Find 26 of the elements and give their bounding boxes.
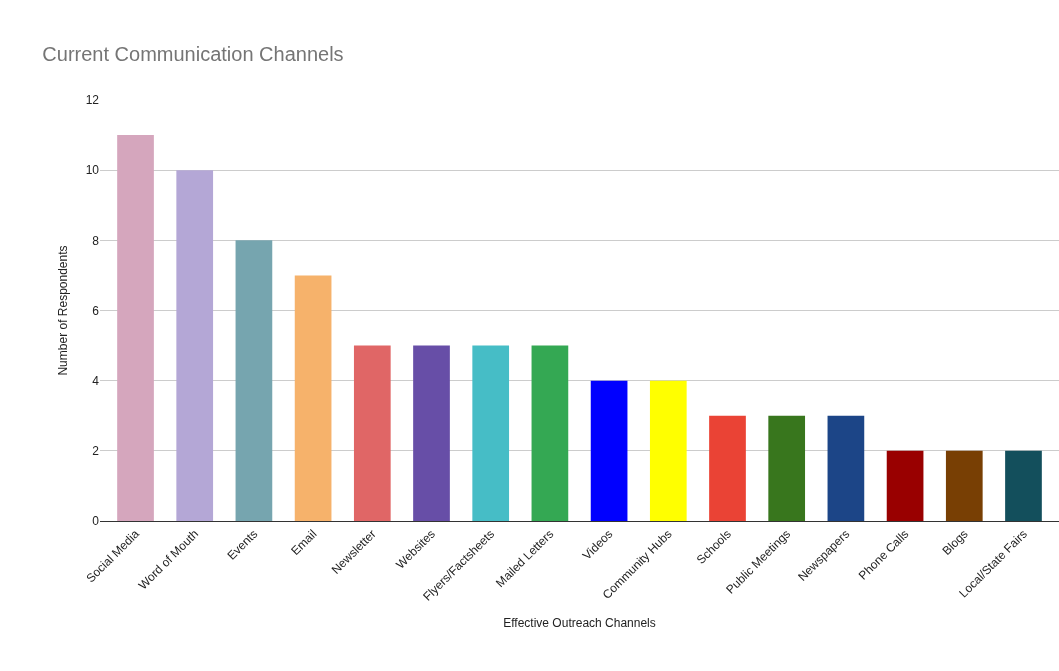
- y-tick-label: 6: [92, 303, 100, 318]
- bar: [235, 240, 273, 521]
- chart-title: Current Communication Channels: [42, 42, 344, 65]
- y-tick-label: 8: [92, 233, 100, 248]
- bar: [472, 345, 510, 521]
- y-tick-label: 10: [85, 163, 100, 178]
- bar: [590, 380, 628, 521]
- bar: [353, 345, 391, 521]
- bar: [649, 380, 687, 521]
- y-tick-label: 12: [85, 93, 100, 108]
- y-tick-label: 2: [92, 444, 100, 459]
- y-axis-title: Number of Respondents: [55, 245, 70, 376]
- bar: [886, 450, 924, 521]
- bar: [413, 345, 450, 521]
- bar: [945, 450, 983, 521]
- bar: [117, 135, 154, 521]
- bar: [1005, 450, 1042, 521]
- bar: [176, 170, 214, 521]
- y-tick-label: 4: [92, 373, 100, 388]
- bar: [827, 415, 865, 521]
- bar: [294, 275, 332, 521]
- bar: [768, 415, 806, 521]
- x-axis-title: Effective Outreach Channels: [503, 615, 656, 630]
- bar: [709, 415, 746, 521]
- y-tick-label: 0: [92, 514, 100, 529]
- bar: [531, 345, 569, 521]
